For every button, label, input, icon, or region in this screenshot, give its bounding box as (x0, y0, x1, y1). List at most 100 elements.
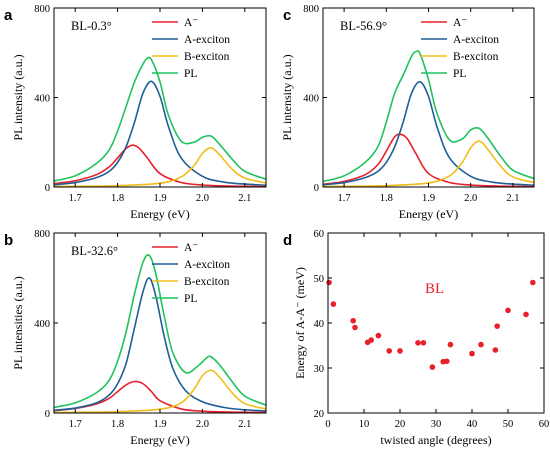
data-point (492, 347, 499, 353)
plot-annotation: BL (425, 281, 444, 297)
x-tick-label: 2.1 (238, 193, 251, 204)
panel-d: d 0 10 20 30 40 50 60 20 30 40 50 60 twisted angle (d… (283, 229, 549, 447)
series-group (322, 50, 535, 188)
legend-entry: A-exciton (184, 259, 230, 271)
x-axis-label: Energy (eV) (399, 207, 458, 221)
panel-letter: d (283, 232, 292, 249)
series-line-3 (53, 254, 267, 409)
legend-entry: B-exciton (184, 276, 230, 288)
x-tick-label: 10 (359, 419, 370, 430)
x-tick-label: 2.0 (196, 419, 209, 430)
x-tick-label: 1.8 (111, 419, 124, 430)
y-axis-label: PL intensity (a.u.) (11, 54, 25, 140)
series-line-1 (53, 277, 267, 412)
data-point (368, 337, 375, 343)
legend-entry: A-exciton (184, 34, 230, 46)
series-line-3 (322, 50, 535, 183)
y-axis-label: Energy of A-A⁻ (meV) (293, 267, 307, 379)
y-axis-label: PL intensities (a.u.) (11, 276, 25, 370)
series-line-2 (53, 369, 267, 414)
y-tick-label: 800 (34, 229, 50, 240)
x-tick-label: 20 (395, 419, 406, 430)
y-tick-label: 60 (314, 229, 325, 240)
x-tick-label: 2.0 (464, 193, 477, 204)
legend-entry: A⁻ (184, 242, 198, 254)
y-tick-label: 20 (314, 409, 325, 420)
data-point (350, 317, 357, 324)
y-tick-label: 50 (314, 274, 325, 285)
legend-entry: PL (184, 293, 197, 305)
y-tick-label: 0 (45, 183, 50, 194)
y-tick-label: 0 (45, 409, 50, 420)
series-line-0 (53, 144, 267, 188)
legend: A⁻ A-exciton B-exciton PL (152, 242, 230, 305)
axes-frame (53, 232, 267, 414)
legend-entry: PL (453, 68, 466, 80)
data-point (420, 340, 427, 346)
x-tick-label: 40 (467, 419, 478, 430)
series-group (53, 254, 267, 414)
data-point (375, 332, 382, 339)
x-tick-label: 50 (503, 419, 514, 430)
x-tick-label: 2.0 (196, 193, 209, 204)
y-tick-label: 0 (314, 183, 319, 194)
data-point (447, 341, 454, 348)
axes-frame (327, 232, 545, 414)
legend-entry: A-exciton (453, 34, 499, 46)
x-tick-label: 1.9 (153, 419, 166, 430)
x-tick-label: 1.7 (69, 193, 82, 204)
x-tick-label: 2.1 (238, 419, 251, 430)
panel-b: b 1.7 1.8 1.9 2.0 2.1 0 400 800 Energy (eV) PL int… (4, 229, 267, 447)
data-point (478, 341, 484, 348)
legend-entry: A⁻ (453, 17, 467, 29)
data-point (415, 340, 421, 346)
legend-entry: PL (184, 68, 197, 80)
series-line-1 (53, 80, 267, 187)
legend: A⁻ A-exciton B-exciton PL (421, 17, 499, 80)
y-tick-label: 800 (303, 4, 319, 15)
series-line-1 (322, 81, 535, 187)
x-tick-label: 30 (431, 419, 442, 430)
data-point (326, 279, 332, 286)
y-tick-label: 400 (34, 94, 50, 105)
data-point (523, 311, 529, 318)
x-tick-label: 0 (325, 419, 330, 430)
series-line-0 (53, 380, 267, 414)
data-point (444, 358, 450, 365)
x-tick-label: 1.8 (111, 193, 124, 204)
series-group (53, 56, 267, 188)
panel-letter: b (4, 232, 13, 249)
panel-letter: a (4, 7, 13, 24)
series-line-2 (322, 140, 535, 188)
panel-a: a 1.7 1.8 1.9 2.0 2.1 0 400 800 Energy (eV) PL int… (4, 4, 267, 221)
data-point (397, 348, 403, 354)
panel-c: c 1.7 1.8 1.9 2.0 2.1 0 400 800 Energy (eV) PL int… (280, 4, 535, 221)
data-point (469, 350, 475, 357)
data-point (330, 301, 337, 307)
series-line-0 (322, 133, 535, 188)
x-tick-label: 1.7 (69, 419, 82, 430)
data-point (386, 348, 393, 354)
data-point (505, 307, 511, 314)
legend-entry: A⁻ (184, 17, 198, 29)
y-tick-label: 30 (314, 364, 325, 375)
series-line-2 (53, 147, 267, 188)
legend-entry: B-exciton (184, 51, 230, 63)
series-group (326, 279, 536, 370)
panel-letter: c (283, 7, 291, 24)
legend: A⁻ A-exciton B-exciton PL (152, 17, 230, 80)
x-tick-label: 1.9 (153, 193, 166, 204)
data-point (494, 323, 501, 329)
series-line-3 (53, 56, 267, 182)
plot-title: BL-0.3° (71, 19, 112, 33)
y-tick-label: 400 (34, 319, 50, 330)
x-axis-label: Energy (eV) (130, 207, 189, 221)
x-tick-label: 2.1 (506, 193, 519, 204)
y-tick-label: 400 (303, 94, 319, 105)
plot-title: BL-32.6° (71, 244, 118, 258)
data-point (352, 324, 358, 331)
x-axis-label: twisted angle (degrees) (380, 433, 491, 447)
plot-title: BL-56.9° (340, 19, 387, 33)
data-point (429, 364, 436, 370)
